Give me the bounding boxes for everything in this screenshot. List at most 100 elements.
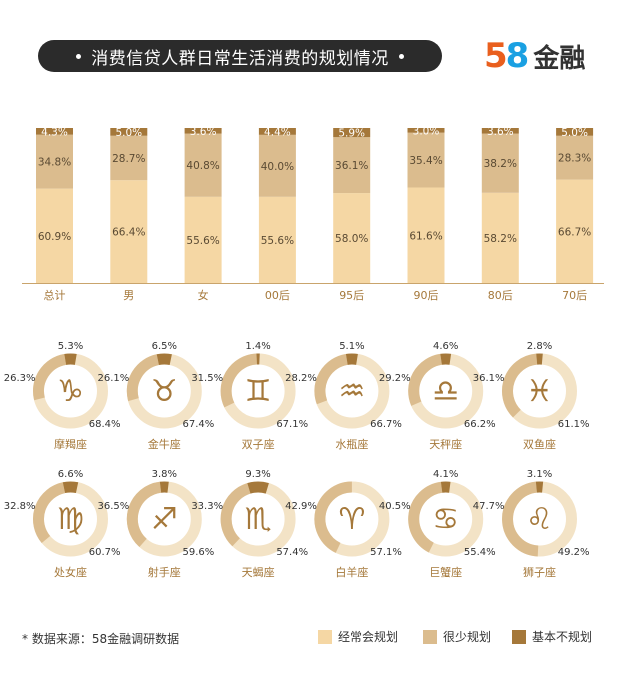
- ring-none: [156, 353, 172, 366]
- ring-chart: ♏ 9.3% 33.3% 57.4%天蝎座: [191, 469, 308, 579]
- ring-label-none: 3.1%: [527, 469, 552, 480]
- bar-value-label: 5.0%: [561, 127, 588, 139]
- ring-label-rarely: 28.2%: [285, 373, 317, 384]
- title-dot-left: [76, 53, 82, 59]
- ring-chart: ♐ 3.8% 36.5% 59.6%射手座: [98, 469, 215, 579]
- zodiac-icon: ♌: [526, 502, 553, 537]
- bar-rarely: [481, 133, 519, 193]
- zodiac-icon: ♉: [151, 374, 178, 409]
- zodiac-name: 狮子座: [523, 565, 556, 579]
- bar-none: [333, 128, 371, 138]
- ring-label-rarely: 26.3%: [4, 373, 36, 384]
- bar-value-label: 58.2%: [484, 233, 517, 245]
- page-title: 消费信贷人群日常生活消费的规划情况: [91, 48, 389, 69]
- bar-none: [184, 128, 222, 134]
- ring-label-rarely: 36.1%: [473, 373, 505, 384]
- ring-label-none: 6.5%: [152, 341, 177, 352]
- zodiac-icon: ♏: [245, 502, 272, 537]
- ring-label-rarely: 33.3%: [191, 501, 223, 512]
- bar-none: [36, 128, 73, 135]
- data-source: * 数据来源：58金融调研数据: [22, 632, 180, 646]
- ring-none: [247, 481, 269, 494]
- bar-regular: [258, 196, 296, 283]
- ring-label-rarely: 40.5%: [379, 501, 411, 512]
- logo-digit-8: 8: [505, 36, 530, 76]
- bar-value-label: 60.9%: [38, 231, 71, 243]
- logo-digit-5: 5: [484, 36, 508, 76]
- ring-label-regular: 49.2%: [558, 547, 590, 558]
- bar-value-label: 55.6%: [261, 235, 294, 247]
- bar-value-label: 34.8%: [38, 157, 71, 169]
- bar-value-label: 58.0%: [335, 233, 368, 245]
- bar-category-label: 70后: [562, 289, 587, 302]
- zodiac-icon: ♎: [432, 374, 459, 409]
- ring-rarely: [220, 353, 258, 408]
- ring-label-none: 6.6%: [58, 469, 83, 480]
- ring-label-rarely: 36.5%: [98, 501, 130, 512]
- ring-label-rarely: 42.9%: [285, 501, 317, 512]
- bar-none: [258, 128, 296, 135]
- logo-text: 金融: [533, 43, 586, 74]
- zodiac-name: 处女座: [54, 565, 87, 579]
- ring-label-rarely: 31.5%: [191, 373, 223, 384]
- ring-label-regular: 59.6%: [183, 547, 215, 558]
- ring-label-none: 5.3%: [58, 341, 83, 352]
- ring-none: [62, 481, 79, 494]
- zodiac-name: 白羊座: [335, 565, 368, 579]
- zodiac-name: 摩羯座: [54, 437, 87, 451]
- ring-label-regular: 67.4%: [183, 419, 215, 430]
- ring-rarely: [502, 353, 538, 418]
- zodiac-name: 双鱼座: [523, 437, 556, 451]
- ring-label-regular: 66.2%: [464, 419, 496, 430]
- zodiac-name: 天蝎座: [242, 565, 275, 579]
- ring-rarely: [408, 481, 443, 553]
- ring-label-rarely: 47.7%: [473, 501, 505, 512]
- ring-chart: ♒ 5.1% 28.2% 66.7%水瓶座: [285, 341, 402, 451]
- title-dot-right: [398, 53, 404, 59]
- bar-rarely: [258, 134, 296, 197]
- ring-label-rarely: 26.1%: [98, 373, 130, 384]
- ring-chart: ♌ 3.1% 47.7% 49.2%狮子座: [473, 469, 590, 579]
- ring-rarely: [33, 354, 67, 401]
- zodiac-name: 巨蟹座: [429, 565, 462, 579]
- ring-label-none: 9.3%: [245, 469, 270, 480]
- bar-category-label: 90后: [414, 289, 439, 302]
- bar-value-label: 36.1%: [335, 160, 368, 172]
- ring-label-none: 3.8%: [152, 469, 177, 480]
- legend-item-regular: 经常会规划: [318, 628, 398, 645]
- zodiac-name: 金牛座: [148, 437, 181, 451]
- ring-label-regular: 67.1%: [276, 419, 308, 430]
- zodiac-name: 双子座: [242, 437, 275, 451]
- ring-chart: ♋ 4.1% 40.5% 55.4%巨蟹座: [379, 469, 496, 579]
- brand-logo: 5 8 金融: [484, 36, 586, 76]
- ring-rarely: [126, 481, 162, 548]
- bar-none: [481, 128, 519, 134]
- bar-regular: [333, 193, 371, 283]
- ring-label-none: 5.1%: [339, 341, 364, 352]
- ring-rarely: [220, 483, 251, 547]
- bar-value-label: 40.0%: [261, 161, 294, 173]
- ring-label-regular: 57.1%: [370, 547, 402, 558]
- zodiac-icon: ♈: [338, 502, 365, 537]
- legend-label-regular: 经常会规划: [338, 630, 399, 644]
- bar-none: [556, 128, 594, 136]
- bar-regular: [36, 188, 73, 283]
- bar-rarely: [333, 137, 371, 194]
- bar-category-label: 总计: [44, 288, 66, 302]
- bar-value-label: 35.4%: [409, 155, 442, 167]
- ring-chart: ♓ 2.8% 36.1% 61.1%双鱼座: [473, 341, 590, 451]
- zodiac-icon: ♓: [526, 374, 553, 409]
- bar-value-label: 28.7%: [112, 153, 145, 165]
- bar-rarely: [184, 133, 222, 197]
- bar-regular: [407, 187, 445, 283]
- zodiac-name: 射手座: [148, 565, 181, 579]
- bar-value-label: 3.6%: [190, 126, 217, 138]
- ring-label-regular: 55.4%: [464, 547, 496, 558]
- bar-category-label: 男: [123, 289, 134, 302]
- title-pill: 消费信贷人群日常生活消费的规划情况: [38, 40, 442, 72]
- bar-value-label: 5.0%: [115, 127, 142, 139]
- zodiac-icon: ♒: [338, 374, 365, 409]
- bar-rarely: [110, 135, 148, 181]
- ring-label-regular: 68.4%: [89, 419, 121, 430]
